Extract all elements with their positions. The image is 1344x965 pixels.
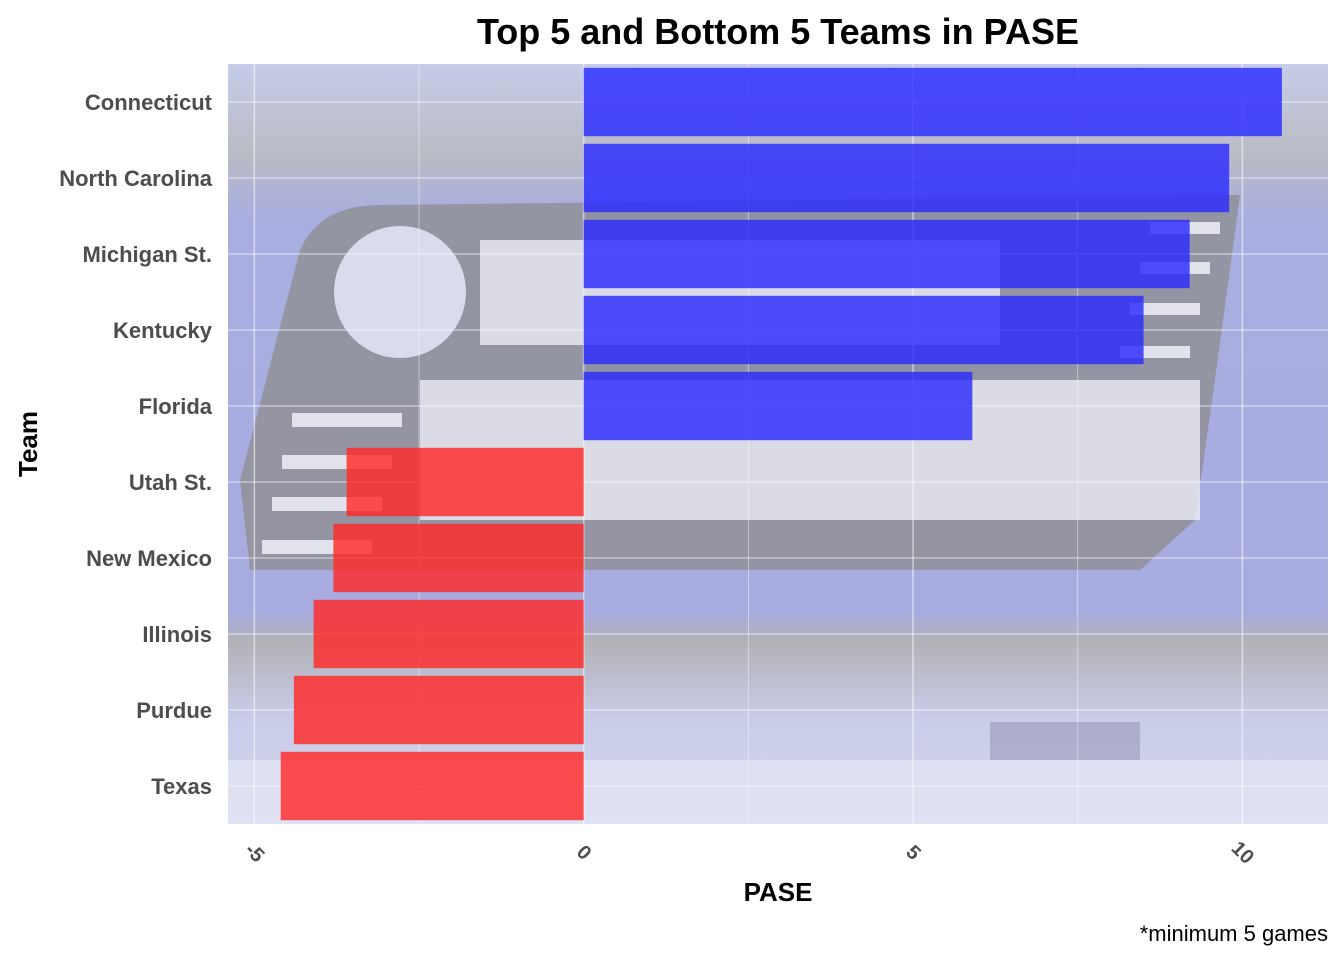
team-label: North Carolina	[59, 166, 213, 191]
bar-north-carolina	[583, 143, 1230, 213]
x-tick-label: 10	[1227, 837, 1258, 868]
bar-illinois	[313, 599, 584, 669]
bars	[280, 67, 1282, 821]
bar-purdue	[293, 675, 584, 745]
bar-michigan-st	[583, 219, 1190, 289]
chart-title: Top 5 and Bottom 5 Teams in PASE	[477, 11, 1079, 52]
x-tick-label: 5	[901, 841, 924, 864]
team-label: Florida	[139, 394, 213, 419]
team-label: New Mexico	[86, 546, 212, 571]
bar-utah-st	[346, 447, 584, 517]
team-label: Texas	[151, 774, 212, 799]
y-axis-title: Team	[13, 411, 43, 477]
x-axis-title: PASE	[744, 877, 813, 907]
team-label: Michigan St.	[82, 242, 212, 267]
team-label: Utah St.	[129, 470, 212, 495]
team-label: Connecticut	[85, 90, 213, 115]
bar-connecticut	[583, 67, 1282, 137]
bar-florida	[583, 371, 973, 441]
x-tick-label: 0	[572, 841, 595, 864]
bar-texas	[280, 751, 584, 821]
bar-new-mexico	[333, 523, 584, 593]
caption: *minimum 5 games	[1140, 921, 1328, 946]
team-label: Kentucky	[113, 318, 213, 343]
bar-kentucky	[583, 295, 1144, 365]
team-label: Illinois	[142, 622, 212, 647]
x-tick-label: -5	[240, 839, 268, 867]
x-axis-ticks: -5 0 5 10	[240, 837, 1258, 868]
y-axis-labels: Connecticut North Carolina Michigan St. Ken…	[59, 90, 213, 799]
team-label: Purdue	[136, 698, 212, 723]
